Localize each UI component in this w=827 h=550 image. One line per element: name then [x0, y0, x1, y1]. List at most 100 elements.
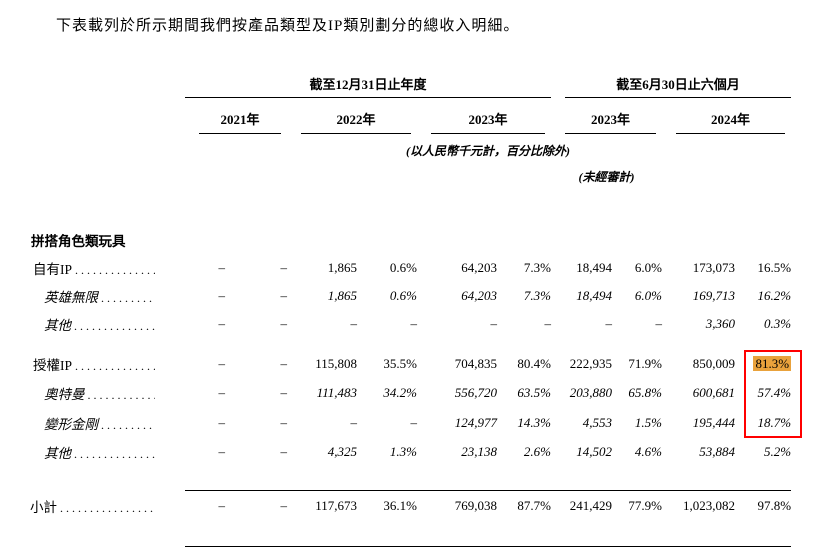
cell: – — [280, 415, 288, 430]
highlighted-value: 81.3% — [753, 356, 792, 371]
cell: 71.9% — [628, 356, 663, 371]
cell: 0.3% — [763, 315, 792, 331]
table-row-ultraman: 奧特曼 – – 111,483 34.2% 556,720 63.5% 203,… — [30, 378, 791, 408]
spacer-row — [30, 337, 791, 350]
cell: 65.8% — [628, 385, 663, 400]
cell: 0.6% — [389, 260, 417, 275]
dot-leader — [74, 318, 155, 334]
table-row-transformers: 變形金剛 – – – – 124,977 14.3% 4,553 1.5% 19… — [30, 408, 791, 438]
table-row-own-others: 其他 – – – – – – – – 3,360 0.3% — [30, 310, 791, 337]
cell: 769,038 — [417, 489, 497, 522]
cell: 53,884 — [699, 444, 736, 459]
spacer-cell — [185, 162, 551, 188]
cell: – — [605, 315, 613, 331]
cell: 77.9% — [612, 489, 663, 522]
cell: 64,203 — [461, 260, 497, 275]
cell: 1,865 — [327, 260, 357, 275]
cell: 63.5% — [517, 385, 552, 400]
cell: – — [280, 385, 288, 400]
cell: 4,325 — [327, 444, 357, 459]
cell: – — [218, 260, 226, 275]
year-header-2023-interim: 2023年 — [551, 98, 662, 134]
table-row-hero-infinity: 英雄無限 – – 1,865 0.6% 64,203 7.3% 18,494 6… — [30, 282, 791, 310]
cell: – — [280, 356, 288, 371]
cell: 1,023,082 — [662, 489, 736, 522]
cell: – — [218, 288, 226, 303]
period-group-header-row: 截至12月31日止年度 截至6月30日止六個月 — [30, 66, 792, 98]
row-label: 小計 — [30, 500, 57, 515]
spacer-row — [30, 188, 791, 226]
cell: 241,429 — [551, 489, 613, 522]
cell: – — [544, 315, 552, 331]
label-column-spacer — [30, 162, 185, 188]
cell: 4,553 — [582, 415, 613, 430]
cell: 35.5% — [383, 356, 417, 371]
cell: 1.5% — [634, 415, 663, 430]
cell: – — [350, 315, 358, 331]
dot-leader — [60, 500, 155, 516]
table-row-licensed-others: 其他 – – 4,325 1.3% 23,138 2.6% 14,502 4.6… — [30, 438, 791, 466]
cell: 111,483 — [316, 385, 357, 400]
cell: – — [280, 444, 288, 459]
cell: – — [218, 385, 226, 400]
cell: – — [218, 315, 226, 331]
cell: 169,713 — [692, 288, 736, 303]
cell: – — [410, 415, 418, 430]
intro-text: 下表載列於所示期間我們按產品類型及IP類別劃分的總收入明細。 — [56, 18, 520, 34]
cell: 64,203 — [461, 288, 497, 303]
cell: 850,009 — [692, 356, 736, 371]
cell: 115,808 — [315, 356, 357, 371]
label-column-spacer — [30, 66, 185, 98]
cell: 23,138 — [461, 444, 497, 459]
year-header-2023: 2023年 — [417, 98, 551, 134]
revenue-table: 截至12月31日止年度 截至6月30日止六個月 2021年 2022年 2023… — [30, 66, 792, 547]
year-header-2024-interim: 2024年 — [662, 98, 791, 134]
cell: – — [490, 315, 498, 331]
spacer-row — [30, 466, 791, 490]
cell: 195,444 — [692, 415, 736, 430]
cell: 6.0% — [634, 288, 663, 303]
cell: – — [218, 356, 226, 371]
cell: 173,073 — [692, 260, 736, 275]
cell: 14.3% — [517, 415, 552, 430]
cell: 5.2% — [763, 444, 792, 459]
cell: 203,880 — [569, 385, 613, 400]
cell: 80.4% — [517, 356, 552, 371]
cell: 36.1% — [357, 489, 417, 522]
cell: 2.6% — [523, 444, 552, 459]
bottom-rule — [185, 522, 792, 547]
spacer-cell — [662, 162, 791, 188]
cell: 6.0% — [634, 260, 663, 275]
cell: 18.7% — [757, 415, 792, 430]
bottom-rule-row — [30, 522, 792, 547]
label-column-spacer — [30, 134, 185, 162]
cell: – — [655, 315, 663, 331]
row-label: 自有IP — [33, 262, 73, 277]
cell: 18,494 — [576, 260, 613, 275]
table-row-licensed-ip: 授權IP – – 115,808 35.5% 704,835 80.4% 222… — [30, 350, 792, 378]
cell: – — [280, 315, 288, 331]
row-label: 英雄無限 — [44, 290, 98, 305]
dot-leader — [88, 387, 156, 403]
cell: 600,681 — [692, 385, 736, 400]
row-label: 其他 — [44, 317, 71, 333]
label-column-spacer — [30, 522, 185, 546]
section-title: 拼搭角色類玩具 — [31, 234, 126, 249]
cell: – — [185, 489, 225, 522]
dot-leader — [101, 417, 155, 433]
cell: 3,360 — [705, 315, 736, 331]
period-group-annual-label: 截至12月31日止年度 — [309, 77, 427, 92]
cell: – — [280, 288, 288, 303]
cell: 117,673 — [287, 489, 357, 522]
cell: 4.6% — [634, 444, 663, 459]
label-column-spacer — [30, 98, 185, 134]
row-label: 授權IP — [33, 358, 73, 373]
table-row-own-ip: 自有IP – – 1,865 0.6% 64,203 7.3% 18,494 6… — [30, 254, 791, 282]
table-row-subtotal: 小計 – – 117,673 36.1% 769,038 87.7% 241,4… — [30, 489, 792, 522]
dot-leader — [75, 262, 155, 278]
cell: – — [410, 315, 418, 331]
cell: 57.4% — [757, 385, 792, 400]
year-header-2022: 2022年 — [287, 98, 417, 134]
row-label: 奧特曼 — [44, 387, 85, 402]
cell: 18,494 — [576, 288, 613, 303]
